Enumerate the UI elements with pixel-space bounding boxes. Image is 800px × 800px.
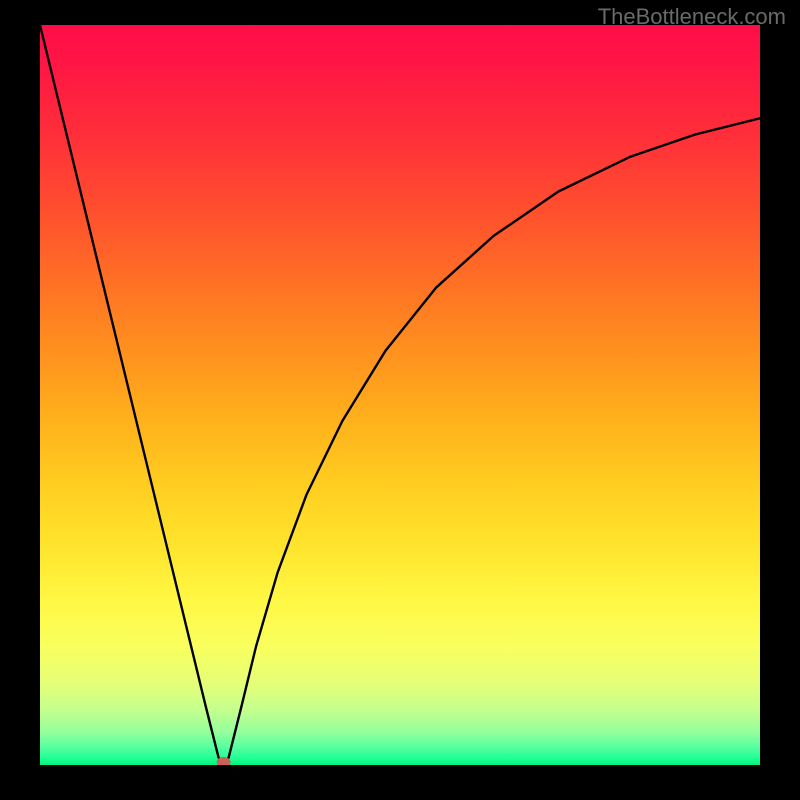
gradient-background <box>40 25 760 765</box>
chart-stage: TheBottleneck.com <box>0 0 800 800</box>
bottleneck-chart-svg <box>0 0 800 800</box>
